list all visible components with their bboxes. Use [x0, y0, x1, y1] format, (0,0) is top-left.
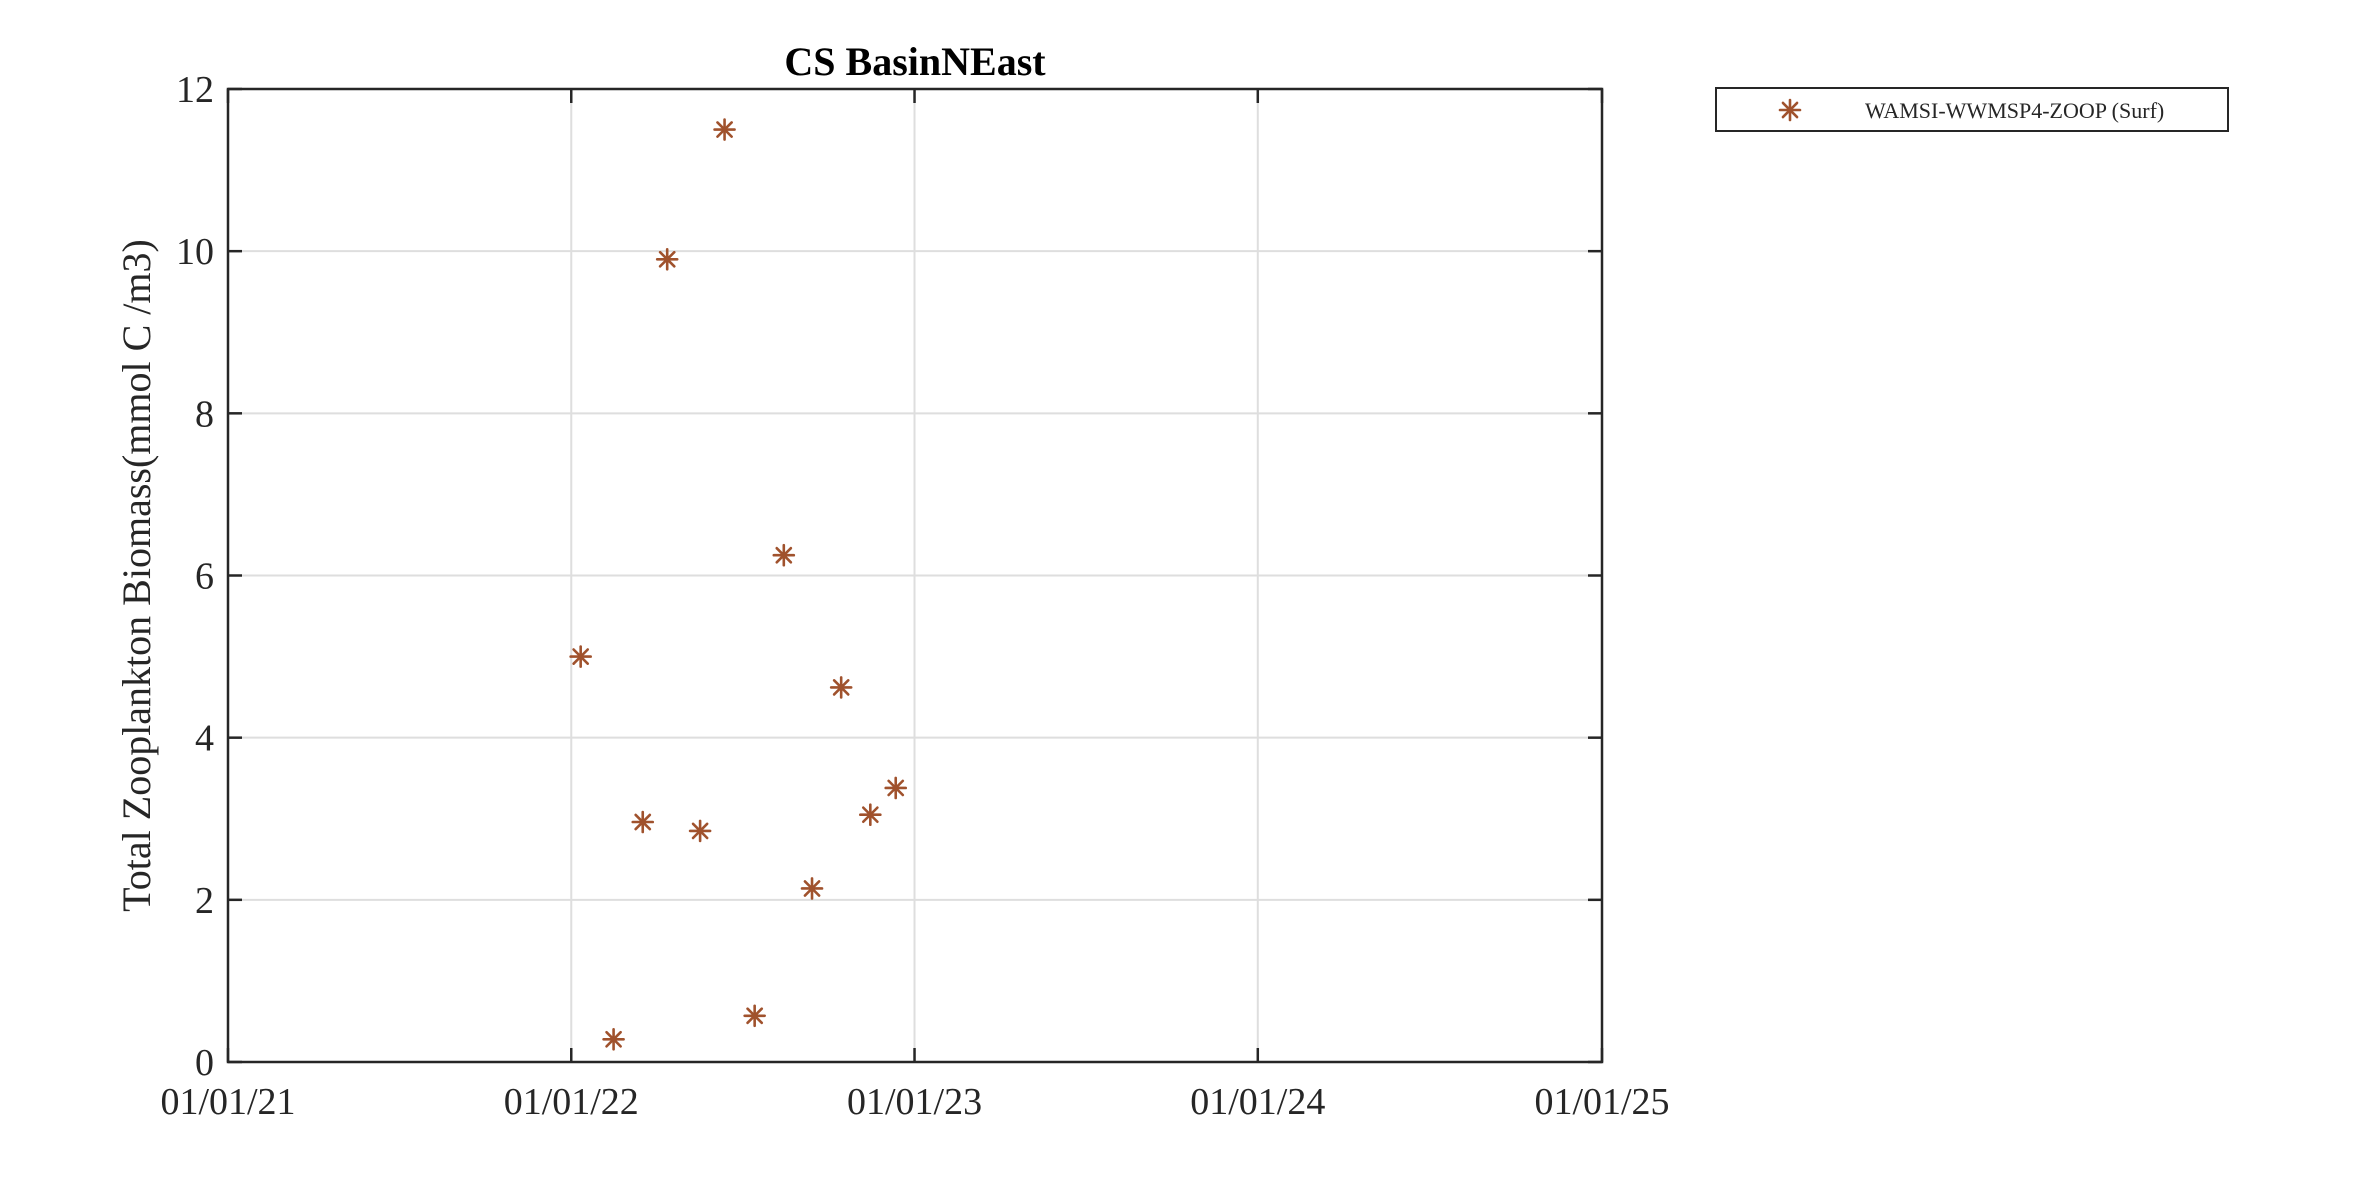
y-tick-label: 2 — [195, 880, 214, 922]
chart-title: CS BasinNEast — [784, 39, 1046, 84]
y-tick-label: 4 — [195, 718, 214, 760]
data-point — [631, 810, 655, 834]
data-point — [688, 819, 712, 843]
data-markers — [569, 118, 908, 1051]
y-tick-label: 6 — [195, 556, 214, 598]
data-point — [772, 543, 796, 567]
legend-marker-symbol — [1778, 98, 1802, 122]
axis-ticks: 01/01/21 01/01/22 01/01/23 01/01/24 01/01/25… — [160, 69, 1669, 1123]
data-point — [713, 118, 736, 141]
grid — [228, 89, 1602, 1062]
y-tick-label: 0 — [195, 1042, 214, 1084]
data-point — [800, 877, 824, 900]
legend: WAMSI-WWMSP4-ZOOP (Surf) — [1715, 87, 2229, 132]
y-axis-label: Total Zooplankton Biomass(mmol C /m3) — [114, 239, 159, 912]
legend-box — [1715, 87, 2229, 132]
data-point — [569, 645, 592, 668]
data-point — [655, 247, 679, 271]
data-point — [743, 1004, 766, 1028]
legend-marker — [1778, 98, 1802, 122]
data-point — [602, 1027, 625, 1051]
y-tick-label: 8 — [195, 393, 214, 435]
legend-entry: WAMSI-WWMSP4-ZOOP (Surf) — [1865, 98, 2164, 123]
data-point — [829, 676, 853, 699]
data-point — [859, 803, 882, 826]
x-tick-label: 01/01/24 — [1190, 1081, 1325, 1123]
x-tick-label: 01/01/21 — [160, 1081, 295, 1123]
y-tick-label: 10 — [176, 231, 214, 273]
data-point — [884, 776, 908, 800]
x-tick-label: 01/01/23 — [847, 1081, 982, 1123]
x-tick-label: 01/01/25 — [1534, 1081, 1669, 1123]
y-tick-label: 12 — [176, 69, 214, 111]
x-tick-label: 01/01/22 — [504, 1081, 639, 1123]
